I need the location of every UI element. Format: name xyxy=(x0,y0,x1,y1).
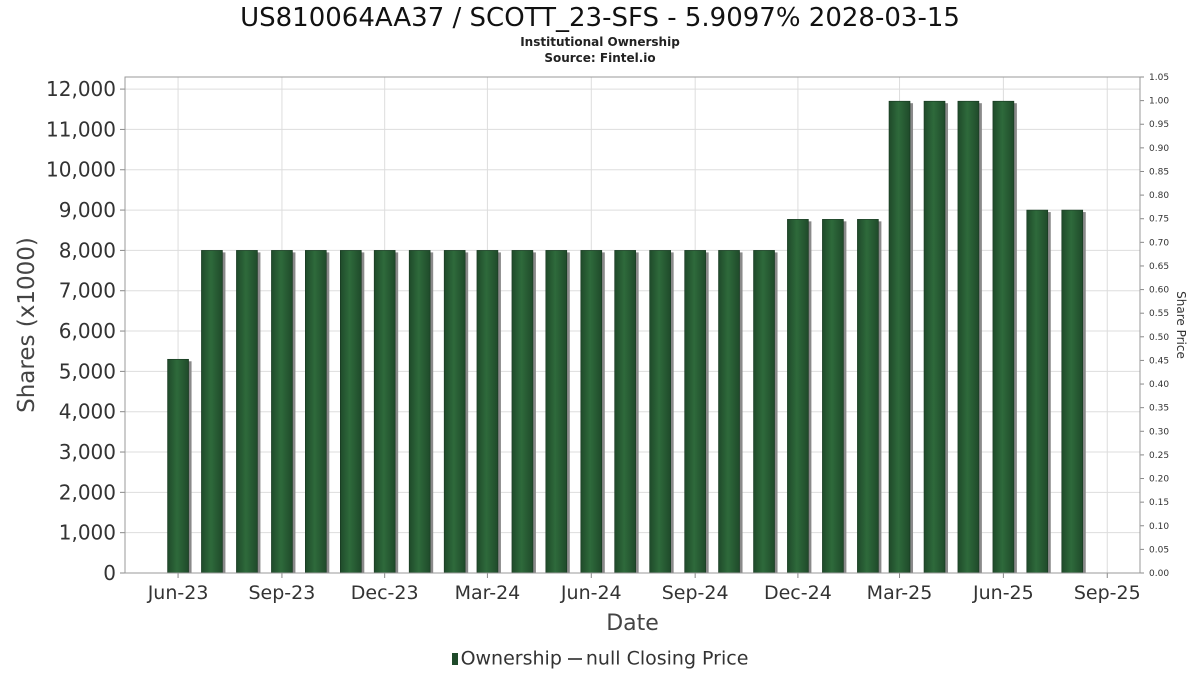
y2-tick-label: 0.05 xyxy=(1149,545,1169,555)
y-tick-label: 10,000 xyxy=(46,158,116,182)
x-tick-label: Jun-25 xyxy=(972,582,1034,604)
ownership-bar xyxy=(923,100,946,574)
ownership-bar xyxy=(787,219,809,574)
y2-tick-label: 0.75 xyxy=(1149,215,1169,225)
y2-tick-label: 0.25 xyxy=(1149,451,1169,461)
x-tick-label: Mar-24 xyxy=(455,582,521,604)
ownership-bar xyxy=(443,250,466,574)
plot-border xyxy=(124,76,1141,574)
ownership-bar xyxy=(857,219,879,574)
ownership-bar xyxy=(167,358,189,574)
y-tick-label: 0 xyxy=(103,561,116,585)
ownership-bar xyxy=(649,250,671,574)
y-tick-label: 4,000 xyxy=(59,400,116,424)
y2-tick-label: 0.90 xyxy=(1149,144,1169,154)
legend: Ownership null Closing Price xyxy=(0,647,1200,670)
y2-tick-label: 0.50 xyxy=(1149,333,1169,343)
y-tick-label: 2,000 xyxy=(59,480,116,504)
x-axis-title: Date xyxy=(606,611,659,636)
ownership-bar xyxy=(408,250,431,574)
ownership-bar xyxy=(580,250,603,574)
ownership-bar xyxy=(957,100,980,574)
y2-tick-label: 0.10 xyxy=(1149,522,1169,532)
y2-tick-label: 0.15 xyxy=(1149,498,1169,508)
ownership-bar xyxy=(201,250,223,574)
chart-title: US810064AA37 / SCOTT_23-SFS - 5.9097% 20… xyxy=(240,3,960,33)
y2-tick-label: 0.70 xyxy=(1149,238,1169,248)
ownership-bar xyxy=(753,250,775,574)
y2-tick-label: 0.60 xyxy=(1149,286,1169,296)
y2-tick-label: 0.80 xyxy=(1149,191,1169,201)
y2-tick-label: 0.00 xyxy=(1149,569,1169,579)
y2-axis-title: Share Price xyxy=(1174,291,1188,359)
x-tick-label: Sep-25 xyxy=(1074,582,1141,604)
ownership-bar xyxy=(684,250,706,574)
y2-tick-label: 0.30 xyxy=(1149,427,1169,437)
y2-tick-label: 0.65 xyxy=(1149,262,1169,272)
ownership-legend-swatch xyxy=(451,652,458,665)
ownership-bar xyxy=(992,100,1015,574)
chart-subtitle: Institutional Ownership xyxy=(520,35,680,49)
price-legend-label: null Closing Price xyxy=(585,647,749,670)
y-tick-label: 11,000 xyxy=(46,117,116,141)
chart-source: Source: Fintel.io xyxy=(544,51,656,65)
y2-tick-label: 0.40 xyxy=(1149,380,1169,390)
ownership-bar xyxy=(476,250,499,574)
x-tick-label: Jun-24 xyxy=(560,582,622,604)
ownership-bar xyxy=(271,250,293,574)
y2-tick-label: 0.55 xyxy=(1149,309,1169,319)
ownership-legend-label: Ownership xyxy=(460,647,562,670)
y-tick-label: 3,000 xyxy=(59,440,116,464)
y2-tick-label: 0.20 xyxy=(1149,475,1169,485)
x-tick-label: Jun-23 xyxy=(147,582,209,604)
ownership-bar xyxy=(305,250,327,574)
x-tick-label: Dec-23 xyxy=(351,582,419,604)
y2-tick-label: 0.95 xyxy=(1149,120,1169,130)
y2-tick-label: 1.00 xyxy=(1149,97,1169,107)
y-tick-label: 9,000 xyxy=(59,198,116,222)
x-tick-label: Sep-23 xyxy=(249,582,316,604)
y-axis-title: Shares (x1000) xyxy=(14,237,40,413)
y2-tick-label: 0.45 xyxy=(1149,356,1169,366)
price-legend-swatch xyxy=(567,657,582,660)
ownership-bar xyxy=(1026,209,1049,574)
ownership-bar xyxy=(614,250,636,574)
ownership-bar xyxy=(236,250,258,574)
x-tick-label: Dec-24 xyxy=(764,582,832,604)
y2-tick-label: 0.35 xyxy=(1149,404,1169,414)
y-tick-label: 6,000 xyxy=(59,319,116,343)
ownership-bar xyxy=(718,250,740,574)
y-tick-label: 12,000 xyxy=(46,77,116,101)
ownership-bar xyxy=(888,100,911,574)
ownership-chart: 0 1,000 2,000 3,000 4,000 5,000 6,000 7,000 8,00… xyxy=(14,73,1188,636)
y-tick-label: 1,000 xyxy=(59,521,116,545)
y2-tick-label: 0.85 xyxy=(1149,167,1169,177)
ownership-bar xyxy=(1061,209,1084,574)
ownership-bar xyxy=(373,250,396,574)
y2-tick-label: 1.05 xyxy=(1149,73,1169,83)
ownership-bar xyxy=(511,250,534,574)
x-tick-label: Sep-24 xyxy=(662,582,729,604)
ownership-bar xyxy=(340,250,362,574)
ownership-bar xyxy=(822,219,844,574)
y-tick-label: 7,000 xyxy=(59,279,116,303)
ownership-bar xyxy=(545,250,568,574)
y-tick-label: 5,000 xyxy=(59,359,116,383)
y-tick-label: 8,000 xyxy=(59,238,116,262)
x-tick-label: Mar-25 xyxy=(867,582,933,604)
